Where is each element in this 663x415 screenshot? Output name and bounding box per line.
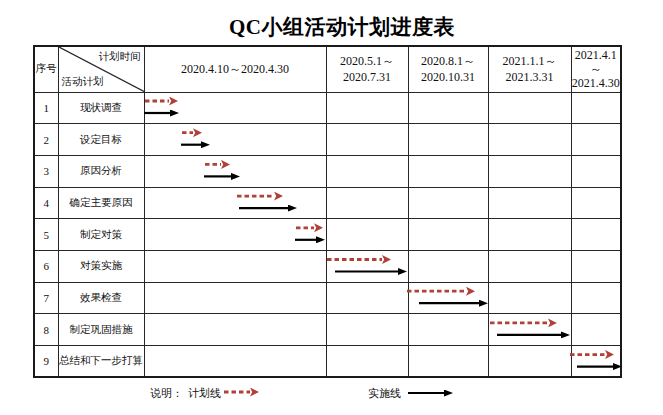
legend: 说明： 计划线 实施线 (0, 383, 663, 409)
legend-actual-label: 实施线 (368, 386, 401, 401)
period-cell (571, 187, 621, 219)
period-cell (326, 219, 408, 251)
legend-label: 说明： (150, 386, 183, 401)
activity-row-3: 3原因分析 (34, 155, 621, 187)
period-cell (408, 346, 488, 378)
period-cell (488, 250, 571, 282)
period-cell (408, 92, 488, 124)
period-cell (326, 92, 408, 124)
col-header-period-1: 2020.4.10～2020.4.30 (144, 46, 326, 92)
row-serial: 4 (34, 187, 58, 219)
period-cell (488, 219, 571, 251)
row-activity-label: 制定巩固措施 (58, 314, 144, 346)
period-cell (571, 219, 621, 251)
period-cell (144, 346, 326, 378)
period-cell (326, 314, 408, 346)
period-cell (408, 314, 488, 346)
col-header-period-2: 2020.5.1～ 2020.7.31 (326, 46, 408, 92)
col-header-period-3: 2020.8.1～ 2020.10.31 (408, 46, 488, 92)
row-activity-label: 现状调查 (58, 92, 144, 124)
period-cell (488, 187, 571, 219)
period-cell (571, 282, 621, 314)
header-time-label: 计划时间 (99, 50, 141, 64)
col-header-period-4: 2021.1.1～ 2021.3.31 (488, 46, 571, 92)
period-cell (408, 250, 488, 282)
period-cell (408, 219, 488, 251)
row-activity-label: 确定主要原因 (58, 187, 144, 219)
period-cell (144, 250, 326, 282)
row-serial: 8 (34, 314, 58, 346)
period-cell (326, 187, 408, 219)
period-cell (144, 187, 326, 219)
period-cell (571, 346, 621, 378)
activity-row-6: 6对策实施 (34, 250, 621, 282)
period-cell (408, 187, 488, 219)
activity-row-1: 1现状调查 (34, 92, 621, 124)
row-activity-label: 效果检查 (58, 282, 144, 314)
row-serial: 9 (34, 346, 58, 378)
period-cell (144, 282, 326, 314)
row-serial: 3 (34, 155, 58, 187)
period-cell (408, 155, 488, 187)
schedule-table: 序号 计划时间 活动计划 2020.4.10～2020.4.30 2020.5.… (33, 45, 622, 378)
period-cell (488, 282, 571, 314)
col-header-diagonal: 计划时间 活动计划 (58, 46, 144, 92)
row-serial: 7 (34, 282, 58, 314)
period-cell (571, 155, 621, 187)
page-title: QC小组活动计划进度表 (229, 13, 455, 41)
activity-row-8: 8制定巩固措施 (34, 314, 621, 346)
period-cell (326, 155, 408, 187)
row-serial: 5 (34, 219, 58, 251)
period-cell (571, 92, 621, 124)
row-activity-label: 制定对策 (58, 219, 144, 251)
period-cell (488, 124, 571, 156)
period-cell (571, 124, 621, 156)
activity-row-2: 2设定目标 (34, 124, 621, 156)
period-cell (571, 314, 621, 346)
period-cell (571, 250, 621, 282)
row-activity-label: 总结和下一步打算 (58, 346, 144, 378)
col-header-serial: 序号 (34, 46, 58, 92)
period-cell (488, 346, 571, 378)
period-cell (144, 92, 326, 124)
header-activity-label: 活动计划 (62, 75, 104, 89)
period-cell (326, 282, 408, 314)
period-cell (408, 124, 488, 156)
row-serial: 1 (34, 92, 58, 124)
period-cell (144, 314, 326, 346)
period-cell (326, 250, 408, 282)
row-serial: 6 (34, 250, 58, 282)
period-cell (144, 219, 326, 251)
period-cell (488, 155, 571, 187)
activity-row-7: 7效果检查 (34, 282, 621, 314)
qc-gantt-page: QC小组活动计划进度表 序号 计划时间 活动计划 2020.4.10～2020.… (0, 0, 663, 415)
activity-row-4: 4确定主要原因 (34, 187, 621, 219)
col-header-period-5: 2021.4.1 ～ 2021.4.30 (571, 46, 621, 92)
row-serial: 2 (34, 124, 58, 156)
period-cell (408, 282, 488, 314)
period-cell (144, 155, 326, 187)
period-cell (326, 124, 408, 156)
header-row: 序号 计划时间 活动计划 2020.4.10～2020.4.30 2020.5.… (34, 46, 621, 92)
row-activity-label: 设定目标 (58, 124, 144, 156)
period-cell (326, 346, 408, 378)
activity-row-9: 9总结和下一步打算 (34, 346, 621, 378)
row-activity-label: 原因分析 (58, 155, 144, 187)
row-activity-label: 对策实施 (58, 250, 144, 282)
period-cell (488, 92, 571, 124)
activity-row-5: 5制定对策 (34, 219, 621, 251)
legend-plan-label: 计划线 (188, 386, 221, 401)
period-cell (488, 314, 571, 346)
period-cell (144, 124, 326, 156)
